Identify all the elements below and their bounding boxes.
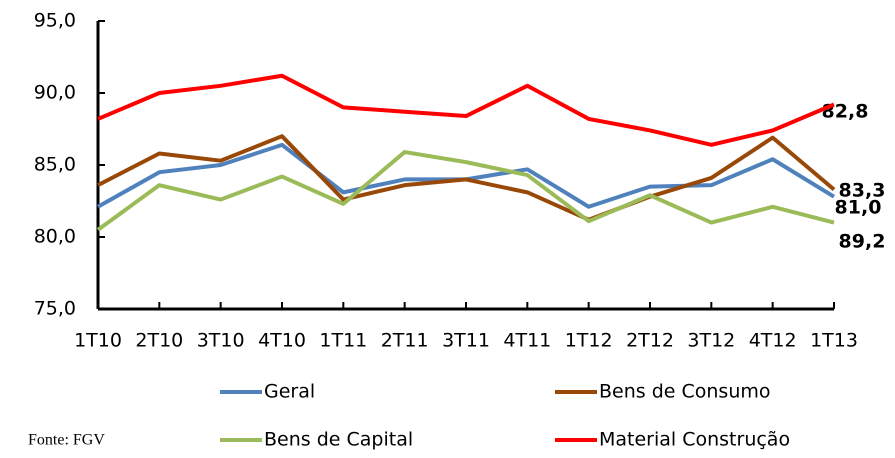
data-label: 81,0 bbox=[835, 197, 882, 219]
x-tick-label: 2T11 bbox=[381, 330, 429, 352]
legend-label: Bens de Consumo bbox=[599, 381, 771, 403]
x-tick-label: 3T11 bbox=[442, 330, 490, 352]
source: Fonte: FGV bbox=[28, 432, 105, 449]
x-tick-label: 1T12 bbox=[565, 330, 613, 352]
x-tick-label: 1T11 bbox=[319, 330, 367, 352]
y-tick-label: 90,0 bbox=[34, 82, 76, 104]
data-label: 89,2 bbox=[839, 231, 886, 253]
data-label: 82,8 bbox=[822, 101, 869, 123]
series-line bbox=[97, 134, 836, 222]
y-tick-label: 95,0 bbox=[34, 10, 76, 32]
x-tick-label: 3T10 bbox=[197, 330, 245, 352]
x-tick-label: 4T12 bbox=[749, 330, 797, 352]
y-tick-label: 85,0 bbox=[34, 154, 76, 176]
data-label: 83,3 bbox=[839, 180, 886, 202]
x-tick-label: 4T10 bbox=[258, 330, 306, 352]
x-tick-label: 2T10 bbox=[135, 330, 183, 352]
series-line bbox=[97, 73, 835, 147]
series-line bbox=[96, 150, 835, 232]
x-tick-label: 1T13 bbox=[810, 330, 858, 352]
y-tick-label: 80,0 bbox=[34, 226, 76, 248]
legend-label: Geral bbox=[264, 381, 315, 403]
legend-label: Material Construção bbox=[599, 429, 790, 451]
x-tick-label: 2T12 bbox=[626, 330, 674, 352]
x-tick-label: 1T10 bbox=[74, 330, 122, 352]
x-tick-label: 3T12 bbox=[687, 330, 735, 352]
x-tick-label: 4T11 bbox=[503, 330, 551, 352]
y-tick-label: 75,0 bbox=[34, 298, 76, 320]
legend-label: Bens de Capital bbox=[264, 429, 413, 451]
